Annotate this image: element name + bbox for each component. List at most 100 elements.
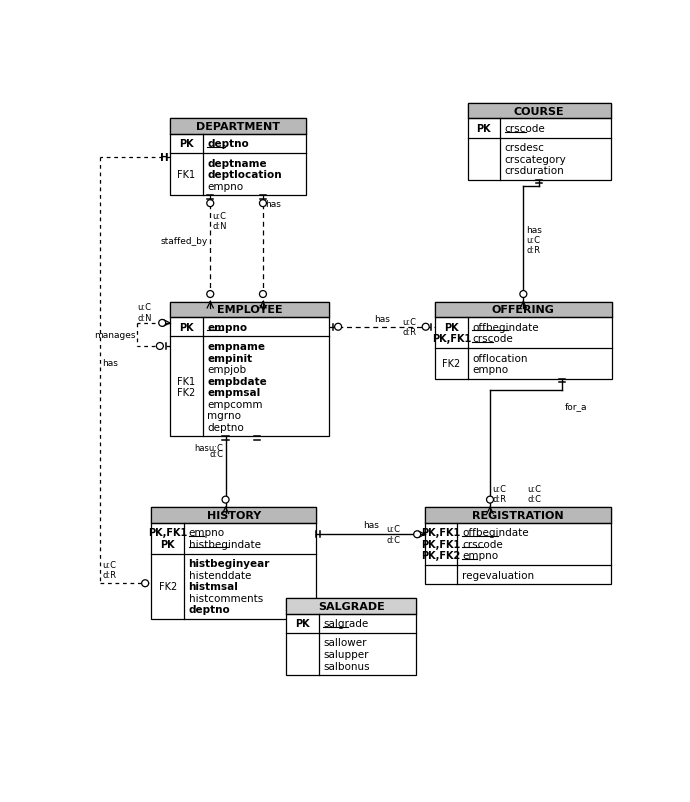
Text: u:C
d:R: u:C d:R xyxy=(402,318,417,337)
Text: u:C
d:C: u:C d:C xyxy=(527,484,542,504)
Text: histenddate: histenddate xyxy=(188,570,251,580)
Text: u:C
d:R: u:C d:R xyxy=(526,236,540,255)
Text: deptno: deptno xyxy=(207,140,249,149)
Text: histbeginyear: histbeginyear xyxy=(188,558,270,569)
Text: crscode: crscode xyxy=(472,334,513,344)
Circle shape xyxy=(259,200,266,208)
Circle shape xyxy=(159,320,166,327)
Text: u:C
d:N: u:C d:N xyxy=(137,303,152,322)
Text: DEPARTMENT: DEPARTMENT xyxy=(196,122,279,132)
Text: u:C
d:R: u:C d:R xyxy=(493,484,506,504)
Text: empbdate: empbdate xyxy=(207,376,267,387)
Text: hasu:C: hasu:C xyxy=(195,443,224,452)
Bar xyxy=(468,104,611,119)
Text: deptno: deptno xyxy=(207,423,244,432)
Text: empinit: empinit xyxy=(207,353,253,363)
Bar xyxy=(468,104,611,180)
Text: histbegindate: histbegindate xyxy=(188,539,261,549)
Text: salupper: salupper xyxy=(324,649,369,659)
Text: EMPLOYEE: EMPLOYEE xyxy=(217,305,282,315)
Bar xyxy=(425,508,611,523)
Text: PK: PK xyxy=(179,140,193,149)
Text: PK
PK,FK1: PK PK,FK1 xyxy=(432,322,471,344)
Text: for_a: for_a xyxy=(564,402,587,411)
Bar xyxy=(151,508,317,523)
Text: empno: empno xyxy=(472,365,509,375)
Bar xyxy=(151,508,317,619)
Text: deptno: deptno xyxy=(188,605,230,614)
Text: offlocation: offlocation xyxy=(472,353,528,363)
Circle shape xyxy=(157,343,164,350)
Text: FK2: FK2 xyxy=(442,358,460,369)
Bar xyxy=(170,302,329,318)
Text: PK,FK1
PK: PK,FK1 PK xyxy=(148,528,187,549)
Text: empjob: empjob xyxy=(207,365,246,375)
Text: empmsal: empmsal xyxy=(207,387,260,398)
Text: salbonus: salbonus xyxy=(324,661,370,670)
Text: offbegindate: offbegindate xyxy=(472,322,539,332)
Text: u:C
d:N: u:C d:N xyxy=(213,212,227,231)
Text: FK2: FK2 xyxy=(159,581,177,592)
Bar xyxy=(170,119,306,135)
Text: manages: manages xyxy=(95,330,136,339)
Circle shape xyxy=(335,324,342,330)
Text: crscategory: crscategory xyxy=(505,155,566,164)
Text: crscode: crscode xyxy=(462,539,503,549)
Text: FK1: FK1 xyxy=(177,170,195,180)
Text: COURSE: COURSE xyxy=(514,107,564,116)
Text: empno: empno xyxy=(188,528,225,537)
Bar xyxy=(435,302,612,318)
Text: crsdesc: crsdesc xyxy=(505,143,544,153)
Text: HISTORY: HISTORY xyxy=(207,510,261,520)
Text: PK: PK xyxy=(295,618,310,629)
Text: has: has xyxy=(526,225,542,234)
Text: u:C
d:C: u:C d:C xyxy=(386,525,400,544)
Text: PK: PK xyxy=(477,124,491,134)
Text: H: H xyxy=(159,152,168,163)
Bar xyxy=(286,598,416,675)
Circle shape xyxy=(207,291,214,298)
Text: empcomm: empcomm xyxy=(207,399,263,409)
Text: salgrade: salgrade xyxy=(324,618,368,629)
Text: sallower: sallower xyxy=(324,638,367,648)
Text: u:C
d:R: u:C d:R xyxy=(103,560,117,579)
Circle shape xyxy=(422,324,429,330)
Circle shape xyxy=(207,200,214,208)
Bar xyxy=(286,598,416,614)
Text: has: has xyxy=(103,358,119,367)
Text: offbegindate: offbegindate xyxy=(462,528,529,537)
Text: mgrno: mgrno xyxy=(207,411,241,421)
Circle shape xyxy=(141,580,148,587)
Text: empno: empno xyxy=(207,181,244,192)
Text: crsduration: crsduration xyxy=(505,166,564,176)
Text: FK1
FK2: FK1 FK2 xyxy=(177,376,195,398)
Bar xyxy=(435,302,612,379)
Bar xyxy=(170,119,306,196)
Text: empno: empno xyxy=(462,551,498,561)
Circle shape xyxy=(520,291,527,298)
Text: deptlocation: deptlocation xyxy=(207,170,282,180)
Text: empname: empname xyxy=(207,342,265,351)
Text: histcomments: histcomments xyxy=(188,593,263,603)
Text: crscode: crscode xyxy=(505,124,546,134)
Text: staffed_by: staffed_by xyxy=(161,237,208,246)
Text: regevaluation: regevaluation xyxy=(462,570,534,580)
Text: histmsal: histmsal xyxy=(188,581,239,592)
Text: has: has xyxy=(265,200,281,209)
Text: SALGRADE: SALGRADE xyxy=(318,602,385,611)
Text: deptname: deptname xyxy=(207,159,267,168)
Text: empno: empno xyxy=(207,322,247,332)
Text: PK,FK1
PK,FK1
PK,FK2: PK,FK1 PK,FK1 PK,FK2 xyxy=(422,528,461,561)
Text: has: has xyxy=(374,314,390,323)
Text: OFFERING: OFFERING xyxy=(492,305,555,315)
Text: d:C: d:C xyxy=(209,449,224,458)
Bar xyxy=(170,302,329,437)
Circle shape xyxy=(486,496,493,504)
Text: REGISTRATION: REGISTRATION xyxy=(472,510,564,520)
Bar xyxy=(425,508,611,585)
Circle shape xyxy=(222,496,229,504)
Text: PK: PK xyxy=(179,322,193,332)
Circle shape xyxy=(414,531,421,538)
Circle shape xyxy=(259,291,266,298)
Text: has: has xyxy=(363,520,379,529)
